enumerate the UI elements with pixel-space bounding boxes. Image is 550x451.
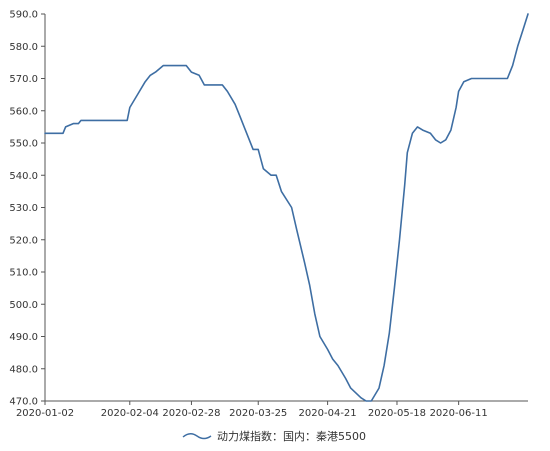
y-tick-label: 500.0 (9, 300, 38, 311)
y-tick-label: 540.0 (9, 171, 38, 182)
y-tick-label: 590.0 (9, 10, 38, 21)
x-tick-label: 2020-02-28 (162, 408, 220, 419)
y-tick-label: 570.0 (9, 74, 38, 85)
x-tick-label: 2020-03-25 (229, 408, 287, 419)
x-axis-tick-labels: 2020-01-02 2020-02-04 2020-02-28 2020-03-25… (16, 408, 488, 419)
y-tick-label: 580.0 (9, 42, 38, 53)
y-tick-label: 470.0 (9, 397, 38, 408)
series-line (44, 13, 529, 402)
x-tick-label: 2020-04-21 (299, 408, 357, 419)
legend-label: 动力煤指数：国内：秦港5500 (217, 429, 366, 443)
legend: 动力煤指数：国内：秦港5500 (182, 429, 366, 443)
x-tick-label: 2020-02-04 (101, 408, 159, 419)
x-tick-label: 2020-06-11 (430, 408, 488, 419)
axes (41, 13, 528, 405)
y-tick-label: 520.0 (9, 235, 38, 246)
y-tick-label: 550.0 (9, 139, 38, 150)
legend-swatch (182, 433, 212, 440)
x-tick-label: 2020-01-02 (16, 408, 74, 419)
series-layer (44, 13, 529, 402)
y-tick-label: 490.0 (9, 332, 38, 343)
y-tick-label: 480.0 (9, 364, 38, 375)
x-tick-label: 2020-05-18 (368, 408, 426, 419)
y-tick-label: 510.0 (9, 268, 38, 279)
y-axis-tick-labels: 590.0 580.0 570.0 560.0 550.0 540.0 530.0 520.0… (9, 10, 38, 408)
y-tick-label: 560.0 (9, 106, 38, 117)
y-tick-label: 530.0 (9, 203, 38, 214)
